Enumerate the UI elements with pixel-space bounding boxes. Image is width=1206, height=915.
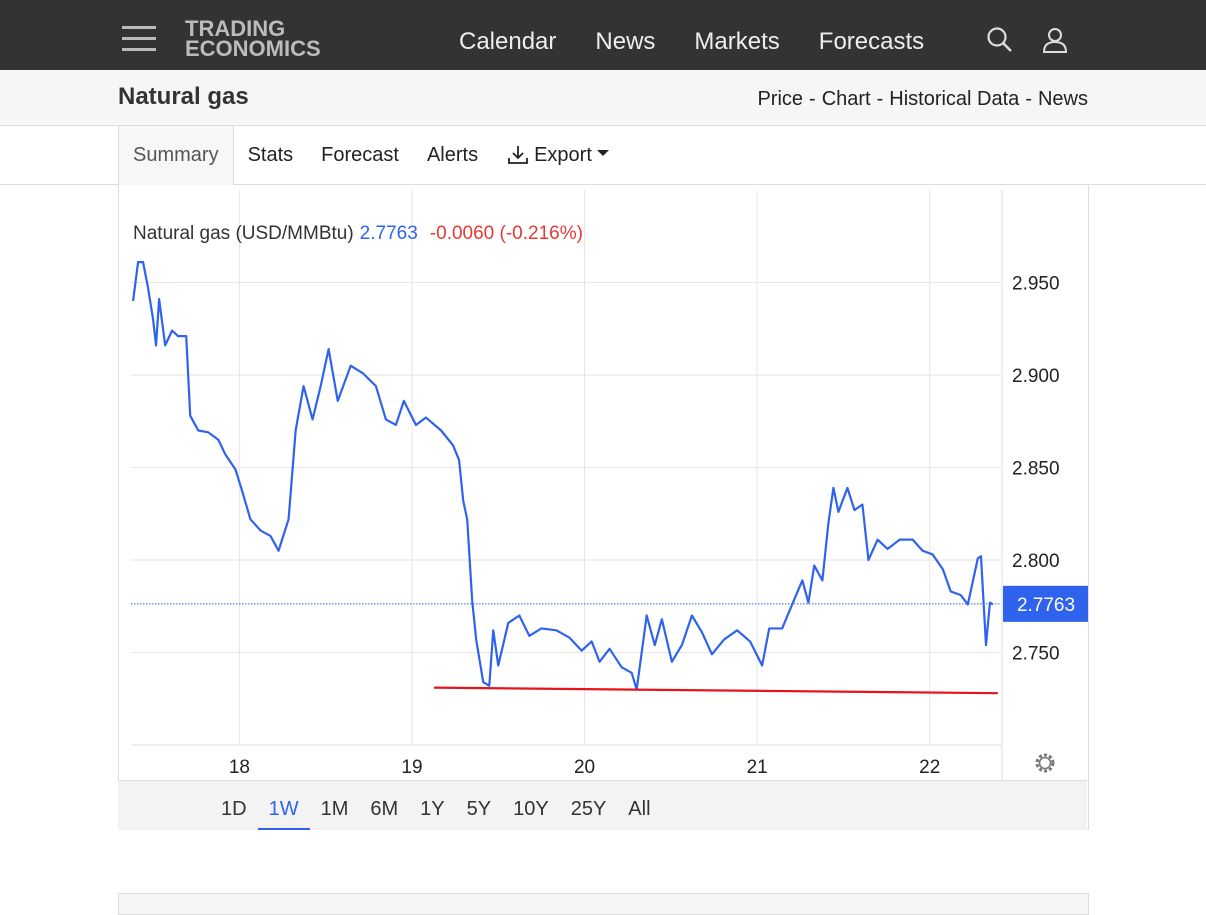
tab-row: Summary Stats Forecast Alerts Export — [0, 126, 1206, 185]
price-line — [131, 261, 994, 691]
range-button[interactable]: 1M — [320, 798, 349, 820]
chart-header: Natural gas (USD/MMBtu) 2.7763 -0.0060 (-0… — [133, 223, 583, 244]
separator: - — [876, 88, 884, 110]
sub-header: Natural gas Price - Chart - Historical Data -… — [0, 70, 1206, 126]
tab[interactable]: Summary — [118, 126, 234, 185]
tabs: Summary Stats Forecast Alerts Export — [118, 126, 624, 185]
main-menu: Calendar News Markets Forecasts — [459, 28, 924, 56]
separator: - — [1025, 88, 1032, 110]
range-button[interactable]: 1D — [221, 798, 247, 820]
export-button[interactable]: Export — [492, 126, 624, 184]
menu-button[interactable] — [122, 26, 156, 59]
user-icon[interactable] — [1042, 26, 1068, 54]
logo[interactable]: TRADING ECONOMICS — [185, 16, 321, 61]
section-links: Price - Chart - Historical Data - News — [757, 88, 1088, 111]
last-price-label: 2.7763 — [1017, 595, 1075, 616]
tab[interactable]: Forecast — [321, 144, 399, 166]
section-link[interactable]: News — [1037, 88, 1088, 110]
y-tick-label: 2.900 — [1012, 366, 1060, 387]
x-tick-label: 19 — [401, 757, 422, 778]
search-icon[interactable] — [986, 26, 1014, 54]
range-bar: 1D 1W 1M 6M 1Y 5Y 10Y 25Y All — [118, 780, 1087, 830]
separator: - — [809, 88, 816, 110]
menu-item[interactable]: News — [595, 28, 656, 55]
menu-item[interactable]: Forecasts — [818, 28, 925, 55]
range-button[interactable]: 10Y — [513, 798, 549, 820]
last-price-box — [1003, 585, 1088, 622]
menu-item[interactable]: Markets — [694, 28, 780, 55]
section-link[interactable]: Chart — [821, 88, 871, 110]
x-tick-label: 20 — [574, 757, 595, 778]
gear-ring — [1035, 753, 1055, 773]
gear-body — [1038, 756, 1052, 770]
section-link[interactable]: Price — [757, 88, 804, 110]
x-tick-label: 22 — [919, 757, 940, 778]
export-label: Export — [534, 144, 592, 166]
trend-line — [434, 686, 998, 695]
range-button[interactable]: All — [628, 798, 651, 820]
chart: 2.950 2.900 2.850 2.800 2.750 18 19 20 21 22 2.776… — [131, 190, 1088, 780]
next-panel — [118, 893, 1089, 915]
y-tick-label: 2.750 — [1012, 644, 1060, 665]
range-buttons: 1D 1W 1M 6M 1Y 5Y 10Y 25Y All — [210, 781, 662, 830]
range-button[interactable]: 25Y — [570, 798, 607, 820]
x-tick-label: 21 — [747, 757, 768, 778]
tab[interactable]: Stats — [247, 144, 294, 166]
logo-line: ECONOMICS — [185, 36, 321, 61]
range-button[interactable]: 5Y — [466, 798, 492, 820]
logo-line: TRADING — [185, 16, 286, 41]
menu-item[interactable]: Calendar — [459, 28, 557, 55]
header-change: -0.0060 (-0.216%) — [430, 223, 583, 244]
download-icon — [508, 146, 528, 164]
range-button[interactable]: 6M — [370, 798, 399, 820]
y-tick-label: 2.850 — [1012, 459, 1060, 480]
x-tick-label: 18 — [229, 757, 250, 778]
range-button[interactable]: 1Y — [420, 798, 445, 820]
section-link[interactable]: Historical Data — [889, 88, 1020, 110]
range-button[interactable]: 1W — [257, 781, 310, 830]
top-bar: TRADING ECONOMICS Calendar News Markets Fore… — [0, 0, 1206, 70]
series-name: Natural gas (USD/MMBtu) — [133, 223, 354, 244]
settings-icon[interactable] — [1035, 753, 1055, 773]
page-title: Natural gas — [118, 83, 249, 110]
y-tick-label: 2.800 — [1012, 551, 1060, 572]
tab[interactable]: Alerts — [426, 144, 479, 166]
caret — [596, 150, 609, 156]
header-price: 2.7763 — [360, 223, 418, 244]
y-tick-label: 2.950 — [1012, 274, 1060, 295]
